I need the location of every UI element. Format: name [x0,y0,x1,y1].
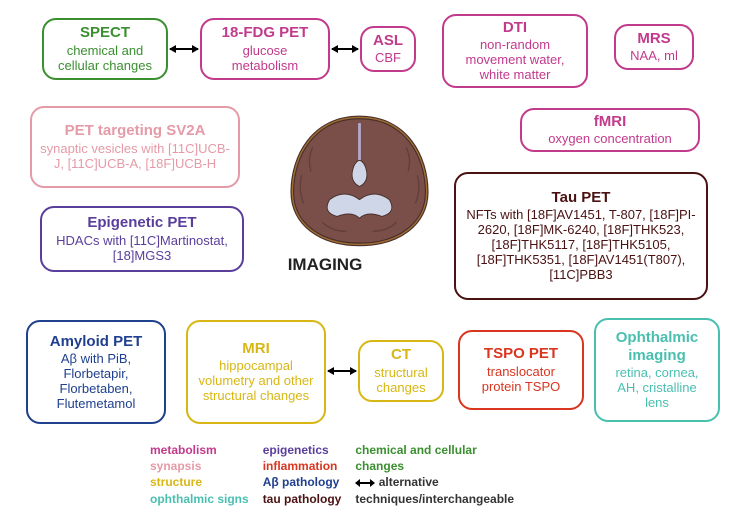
brain-icon [282,110,437,255]
box-ct-desc: structural changes [368,366,434,396]
box-dti: DTI non-random movement water, white matt… [442,14,588,88]
box-oph-desc: retina, cornea, AH, cristalline lens [604,366,710,411]
box-dti-desc: non-random movement water, white matter [452,38,578,83]
box-mrs: MRS NAA, ml [614,24,694,70]
box-fmri: fMRI oxygen concentration [520,108,700,152]
box-asl-desc: CBF [375,51,401,66]
legend-item: chemical and cellular [355,442,514,458]
box-amy: Amyloid PET Aβ with PiB, Florbetapir, Flo… [26,320,166,424]
box-tau-desc: NFTs with [18F]AV1451, T-807, [18F]PI-26… [464,208,698,283]
box-oph-title: Ophthalmic imaging [604,329,710,364]
box-sv2a-desc: synaptic vesicles with [11C]UCB-J, [11C]… [40,142,230,172]
box-oph: Ophthalmic imagingretina, cornea, AH, cr… [594,318,720,422]
box-dti-title: DTI [503,19,527,36]
box-tspo-desc: translocator protein TSPO [468,365,574,395]
box-mri-title: MRI [242,340,270,357]
box-spect-title: SPECT [80,24,130,41]
legend-item: tau pathology [263,491,342,507]
box-fdg-title: 18-FDG PET [222,24,309,41]
box-tspo: TSPO PET translocator protein TSPO [458,330,584,410]
box-fmri-title: fMRI [594,113,627,130]
box-spect: SPECT chemical and cellular changes [42,18,168,80]
box-tau: Tau PET NFTs with [18F]AV1451, T-807, [18… [454,172,708,300]
arrow-a1 [170,48,198,50]
legend-item: alternative [355,474,514,490]
box-sv2a: PET targeting SV2A synaptic vesicles with… [30,106,240,188]
box-asl: ASL CBF [360,26,416,72]
arrow-a2 [332,48,358,50]
box-epi: Epigenetic PET HDACs with [11C]Martinosta… [40,206,244,272]
legend-item: epigenetics [263,442,342,458]
arrow-a3 [328,370,356,372]
box-fmri-desc: oxygen concentration [548,132,672,147]
center-label: IMAGING [275,255,375,275]
legend-item: structure [150,474,249,490]
box-spect-desc: chemical and cellular changes [52,44,158,74]
box-fdg: 18-FDG PET glucose metabolism [200,18,330,80]
legend: metabolism epigenetics chemical and cellul… [150,442,514,507]
box-sv2a-title: PET targeting SV2A [65,122,206,139]
box-mrs-desc: NAA, ml [630,49,678,64]
box-amy-desc: Aβ with PiB, Florbetapir, Florbetaben, F… [36,352,156,412]
legend-item: synapsis [150,458,249,474]
box-ct: CT structural changes [358,340,444,402]
legend-item: Aβ pathology [263,474,342,490]
box-ct-title: CT [391,346,411,363]
legend-item: inflammation [263,458,342,474]
box-epi-title: Epigenetic PET [87,214,196,231]
box-mri-desc: hippocampal volumetry and other structur… [196,359,316,404]
legend-item: changes [355,458,514,474]
box-tspo-title: TSPO PET [484,345,558,362]
box-fdg-desc: glucose metabolism [210,44,320,74]
legend-item: metabolism [150,442,249,458]
box-asl-title: ASL [373,32,403,49]
box-tau-title: Tau PET [552,189,611,206]
box-amy-title: Amyloid PET [50,333,143,350]
legend-item: ophthalmic signs [150,491,249,507]
legend-item: techniques/interchangeable [355,491,514,507]
box-mri: MRI hippocampal volumetry and other struc… [186,320,326,424]
box-mrs-title: MRS [637,30,670,47]
box-epi-desc: HDACs with [11C]Martinostat, [18]MGS3 [50,234,234,264]
